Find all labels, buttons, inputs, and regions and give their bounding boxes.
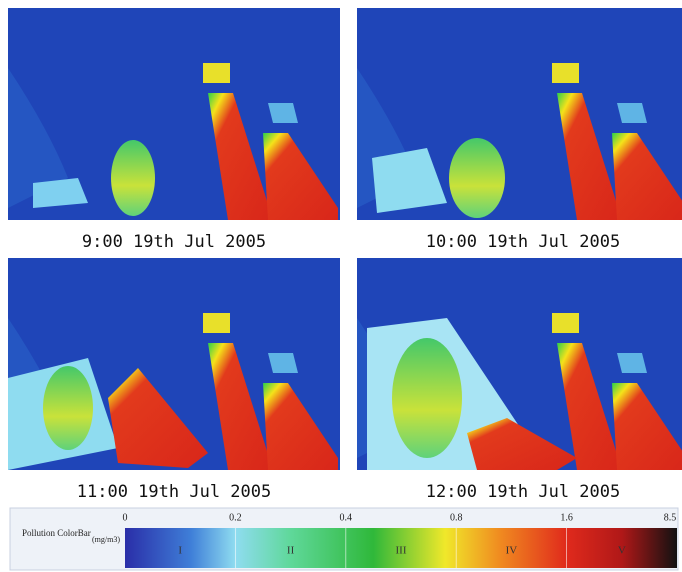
- colorbar-class-label: II: [287, 545, 295, 557]
- colorbar-class-label: III: [396, 545, 407, 557]
- colorbar-class-label: IV: [506, 545, 518, 557]
- colorbar-title: Pollution ColorBar: [22, 528, 91, 538]
- colorbar-class-label: V: [618, 545, 626, 557]
- panel-caption: 11:00 19th Jul 2005: [77, 482, 271, 502]
- colorbar: Pollution ColorBar (mg/m3) 0 0.2 0.4 0.8 1.6…: [9, 507, 679, 571]
- map-panel: [8, 8, 340, 220]
- map-panel: [357, 8, 682, 220]
- panel-caption: 10:00 19th Jul 2005: [426, 232, 620, 252]
- colorbar-tick-label: 0: [123, 512, 128, 523]
- colorbar-tick-label: 0.8: [450, 512, 463, 523]
- colorbar-class-label: I: [178, 545, 182, 557]
- colorbar-tick-label: 8.5: [664, 512, 677, 523]
- colorbar-unit: (mg/m3): [92, 535, 120, 544]
- colorbar-gradient: [125, 528, 677, 568]
- colorbar-tick-label: 0.2: [229, 512, 242, 523]
- colorbar-tick-label: 0.4: [340, 512, 353, 523]
- panel-caption: 9:00 19th Jul 2005: [82, 232, 266, 252]
- map-panel: [357, 258, 682, 470]
- map-panel: [8, 258, 340, 470]
- panel-caption: 12:00 19th Jul 2005: [426, 482, 620, 502]
- colorbar-tick-label: 1.6: [560, 512, 573, 523]
